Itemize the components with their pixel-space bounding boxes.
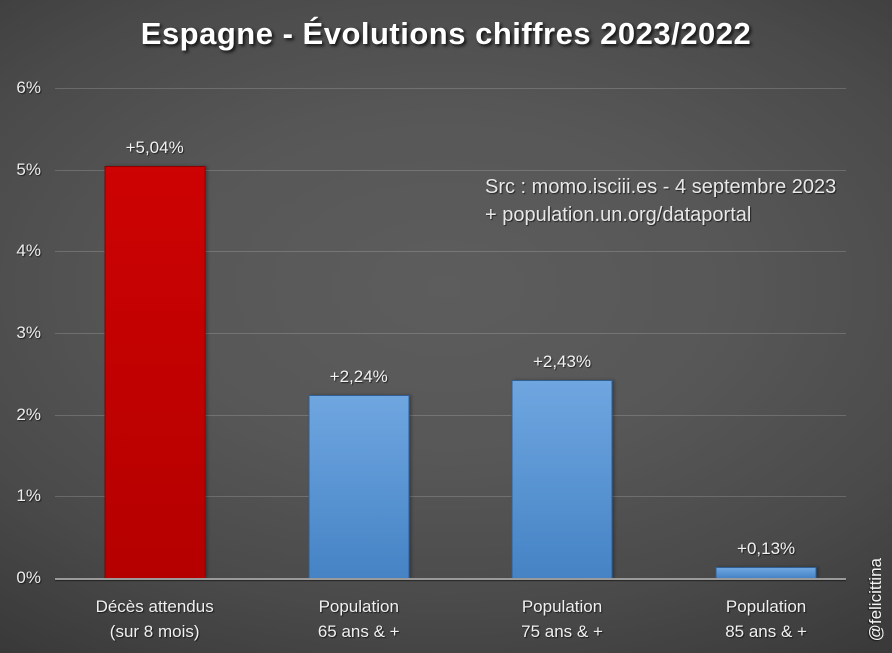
category-label-population-75: Population 75 ans & + xyxy=(452,594,672,644)
y-tick-0: 0% xyxy=(16,568,41,587)
bar-group-deces-attendus: +5,04% Décès attendus (sur 8 mois) xyxy=(96,88,214,641)
bar-group-population-75: +2,43% Population 75 ans & + xyxy=(511,88,613,641)
bar-value-label: +5,04% xyxy=(125,138,184,158)
category-label-population-85: Population 85 ans & + xyxy=(656,594,876,644)
chart-title: Espagne - Évolutions chiffres 2023/2022 xyxy=(140,16,752,51)
watermark: @felicittina xyxy=(866,557,885,641)
category-line2: (sur 8 mois) xyxy=(109,622,200,641)
bar-population-75 xyxy=(511,379,613,578)
gridline xyxy=(55,414,846,416)
y-tick-2: 2% xyxy=(16,404,41,424)
source-line1: Src : momo.isciii.es - 4 septembre 2023 xyxy=(485,176,837,198)
bar-group-population-85: +0,13% Population 85 ans & + xyxy=(715,88,817,641)
y-tick-4: 4% xyxy=(16,241,41,261)
source-note: Src : momo.isciii.es - 4 septembre 2023 … xyxy=(485,173,836,229)
plot-area: +5,04% Décès attendus (sur 8 mois) +2,24… xyxy=(55,88,846,641)
y-tick-1: 1% xyxy=(16,486,41,506)
category-line1: Population xyxy=(725,597,807,616)
category-label-population-65: Population 65 ans & + xyxy=(249,594,469,644)
bar-value-label: +2,43% xyxy=(532,351,592,371)
gridline xyxy=(55,251,846,253)
bar-deces-attendus xyxy=(104,166,206,578)
y-axis: 6% 5% 4% 3% 2% 1% 0% xyxy=(0,78,45,587)
gridline xyxy=(55,496,846,498)
bar-population-85 xyxy=(715,567,817,578)
bar-population-65 xyxy=(308,395,410,578)
bar-group-population-65: +2,24% Population 65 ans & + xyxy=(308,88,410,641)
y-tick-3: 3% xyxy=(16,323,41,342)
category-line2: 75 ans & + xyxy=(521,622,603,641)
category-line2: 65 ans & + xyxy=(317,622,400,641)
category-line1: Décès attendus xyxy=(95,597,214,616)
category-line1: Population xyxy=(318,597,399,616)
bar-value-label: +0,13% xyxy=(737,539,796,559)
category-line2: 85 ans & + xyxy=(725,622,807,641)
source-line2: + population.un.org/dataportal xyxy=(485,204,752,226)
bar-value-label: +2,24% xyxy=(329,367,388,387)
category-line1: Population xyxy=(521,597,603,616)
category-label-deces-attendus: Décès attendus (sur 8 mois) xyxy=(45,594,265,644)
y-tick-5: 5% xyxy=(16,159,41,179)
gridline xyxy=(55,333,846,334)
gridline xyxy=(55,88,846,89)
x-axis-line xyxy=(55,578,846,580)
y-tick-6: 6% xyxy=(16,78,41,97)
gridline xyxy=(55,169,846,171)
